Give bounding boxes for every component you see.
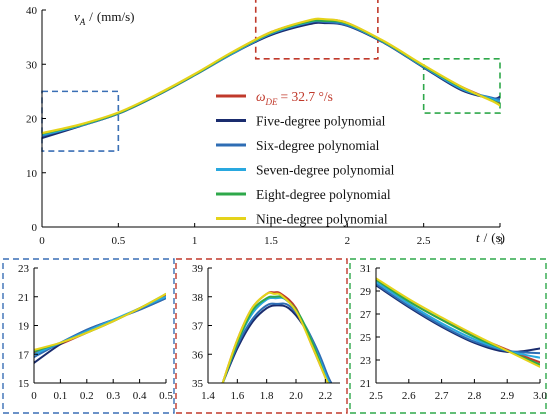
x-tick-label: 0	[31, 390, 37, 402]
series-line-6	[221, 291, 330, 383]
x-axis-separator: /	[484, 230, 488, 245]
zoom-lines	[34, 292, 166, 364]
series-lines	[376, 277, 540, 368]
x-tick-label: 1.6	[230, 390, 244, 402]
x-tick-label: 0.5	[111, 235, 125, 247]
y-tick-label: 36	[192, 349, 204, 361]
y-axis-subscript: A	[79, 17, 86, 27]
zoom-axes	[207, 267, 340, 384]
x-tick-label: 3.0	[533, 390, 547, 402]
x-tick-label: 1.8	[260, 390, 274, 402]
series-lines	[34, 292, 166, 364]
zoom-region-box-3	[422, 58, 501, 114]
x-axis-symbol: t	[476, 230, 480, 245]
y-tick-label: 10	[26, 168, 38, 180]
zoom-region-box-2	[254, 0, 379, 60]
y-tick-label: 19	[18, 321, 30, 333]
x-tick-label: 0.4	[133, 390, 147, 402]
series-line-3	[221, 302, 333, 383]
legend: ωDE = 32.7 °/s Five-degree polynomial Six-d…	[216, 89, 395, 227]
x-tick-label: 1.5	[264, 235, 278, 247]
legend-label-1: ωDE = 32.7 °/s	[256, 89, 333, 107]
zoom-axes	[375, 267, 541, 384]
legend-label-3: Six-degree polynomial	[256, 138, 380, 153]
x-tick-label: 0.1	[54, 390, 68, 402]
zoom-panel-frame	[349, 258, 547, 414]
x-tick-label: 0.3	[106, 390, 120, 402]
x-tick-label: 0.2	[80, 390, 94, 402]
y-tick-label: 21	[18, 292, 29, 304]
y-tick-label: 20	[26, 114, 38, 126]
y-tick-label: 21	[360, 378, 371, 390]
y-tick-label: 23	[360, 355, 372, 367]
y-axis-symbol: v	[74, 9, 80, 24]
series-line-6	[376, 277, 540, 368]
x-tick-label: 2.8	[468, 390, 482, 402]
y-axis-label: vA / (mm/s)	[74, 9, 134, 27]
y-tick-label: 0	[32, 222, 38, 234]
series-line-6	[42, 17, 500, 135]
y-tick-label: 27	[360, 309, 372, 321]
y-axis-separator: /	[89, 9, 93, 24]
zoom-ticks: 1.4 1.6 1.8 2.0 2.2 35 36 37 38 39	[192, 263, 332, 402]
series-line-5	[34, 292, 166, 353]
y-tick-label: 29	[360, 286, 372, 298]
zoom-ticks: 0 0.1 0.2 0.3 0.4 0.5 15 17 19 21 23	[18, 263, 173, 402]
x-tick-label: 2.5	[369, 390, 383, 402]
y-tick-label: 40	[26, 5, 38, 17]
y-tick-label: 39	[192, 263, 204, 275]
zoom-panel-frame	[2, 258, 175, 414]
x-axis-unit: (s)	[491, 230, 505, 245]
y-tick-label: 37	[192, 321, 204, 333]
y-tick-label: 30	[26, 59, 38, 71]
legend-label-4: Seven-degree polynomial	[256, 163, 395, 178]
y-axis-unit: (mm/s)	[97, 9, 135, 24]
x-tick-label: 0	[39, 235, 45, 247]
main-series-lines	[42, 17, 500, 140]
y-tick-label: 15	[18, 378, 30, 390]
zoom-panel-frame	[175, 258, 348, 414]
x-tick-label: 2.0	[289, 390, 303, 402]
x-tick-label: 2.6	[402, 390, 416, 402]
y-tick-label: 31	[360, 263, 371, 275]
legend-label-2: Five-degree polynomial	[256, 114, 386, 129]
zoom-ticks: 2.5 2.6 2.7 2.8 2.9 3.0 21 23 25 27 29 31	[360, 263, 547, 402]
y-tick-label: 25	[360, 332, 372, 344]
x-tick-label: 2.5	[417, 235, 431, 247]
series-lines	[42, 17, 500, 140]
zoom-lines	[376, 277, 540, 368]
x-tick-label: 1.4	[201, 390, 215, 402]
zoom-axes	[33, 267, 167, 384]
x-tick-label: 2.2	[318, 390, 332, 402]
zoom-panel-right: 2.5 2.6 2.7 2.8 2.9 3.0 21 23 25 27 29 31	[349, 258, 547, 414]
x-tick-label: 3	[497, 235, 503, 247]
y-tick-label: 17	[18, 349, 30, 361]
y-tick-label: 35	[192, 378, 204, 390]
x-tick-label: 0.5	[159, 390, 173, 402]
legend-label-5: Eight-degree polynomial	[256, 187, 391, 202]
x-tick-label: 2.7	[435, 390, 449, 402]
zoom-region-box-1	[41, 90, 120, 152]
legend-label-6: Nine-degree polynomial	[256, 212, 388, 227]
zoom-panel-left: 0 0.1 0.2 0.3 0.4 0.5 15 17 19 21 23	[2, 258, 175, 414]
y-tick-label: 23	[18, 263, 30, 275]
series-line-6	[34, 292, 166, 351]
main-axes	[41, 9, 501, 228]
zoom-panel-middle: 1.4 1.6 1.8 2.0 2.2 35 36 37 38 39	[175, 258, 348, 414]
x-tick-label: 2.9	[500, 390, 514, 402]
x-axis-label: t / (s)	[476, 230, 505, 245]
zoom-lines	[221, 291, 333, 383]
x-tick-label: 2	[345, 235, 351, 247]
y-tick-label: 38	[192, 292, 204, 304]
series-lines	[221, 291, 333, 383]
x-tick-label: 1	[192, 235, 198, 247]
